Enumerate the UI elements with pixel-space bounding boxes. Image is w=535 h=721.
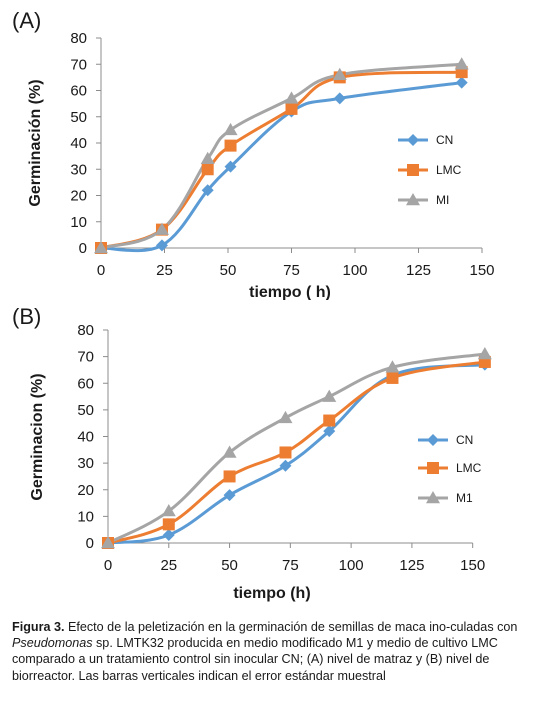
x-tick-label-a: 50: [220, 262, 237, 279]
y-tick-label-a: 70: [70, 56, 87, 73]
x-axis-label-a: tiempo ( h): [249, 284, 331, 300]
y-tick-label-b: 60: [77, 375, 94, 392]
data-point-b-m1: [161, 504, 176, 517]
x-tick-label-b: 125: [399, 557, 424, 574]
legend-label-b-lmc: LMC: [456, 461, 482, 475]
data-point-b-lmc: [279, 446, 292, 459]
y-tick-label-b: 20: [77, 482, 94, 499]
y-tick-label-b: 30: [77, 455, 94, 472]
data-point-a-mi: [94, 241, 108, 254]
x-tick-label-a: 75: [283, 262, 300, 279]
data-point-a-mi: [154, 222, 169, 235]
caption-text-1: Efecto de la peletización en la germinac…: [64, 620, 518, 634]
x-tick-label-b: 25: [160, 557, 177, 574]
x-tick-label-b: 50: [221, 557, 238, 574]
series-line-a-lmc: [100, 70, 462, 250]
y-tick-label-b: 50: [77, 402, 94, 419]
x-axis-label-b: tiempo (h): [233, 585, 310, 602]
data-point-a-lmc: [285, 102, 298, 115]
data-point-b-m1: [385, 360, 400, 373]
x-tick-label-a: 100: [342, 262, 367, 279]
data-point-a-cn: [201, 184, 214, 197]
legend-label-b-cn: CN: [456, 433, 473, 447]
caption-italic: Pseudomonas: [12, 636, 93, 651]
legend-marker-a-mi: [406, 193, 420, 206]
legend-marker-a-lmc: [407, 164, 419, 176]
y-tick-label-b: 70: [77, 349, 94, 366]
y-tick-label-a: 50: [70, 109, 87, 126]
legend-marker-b-cn: [427, 434, 439, 446]
y-tick-label-a: 80: [70, 30, 87, 47]
data-point-b-m1: [322, 389, 337, 402]
x-tick-label-b: 150: [460, 557, 485, 574]
chart-a-svg: (A) 0 10 20 30 40 50 60 70 80 0 25 50 75 100 125 150 tiem…: [12, 8, 495, 300]
y-tick-label-a: 0: [79, 240, 87, 257]
y-tick-label-b: 80: [77, 322, 94, 339]
data-point-b-lmc: [223, 470, 236, 483]
legend-label-a-mi: MI: [436, 193, 449, 207]
data-point-b-lmc: [323, 414, 336, 427]
data-point-b-cn: [162, 529, 175, 542]
caption-text-2: sp. LMTK32 producida en medio modificado…: [12, 636, 498, 683]
data-point-b-cn: [223, 489, 236, 502]
y-tick-label-b: 0: [86, 535, 94, 552]
y-tick-label-b: 40: [77, 429, 94, 446]
panel-label-a: (A): [12, 8, 41, 33]
caption-label: Figura 3.: [12, 620, 65, 634]
data-point-a-cn: [155, 239, 168, 252]
y-tick-label-a: 20: [70, 188, 87, 205]
legend-marker-b-lmc: [427, 462, 439, 474]
data-point-b-cn: [323, 425, 336, 438]
data-point-a-lmc: [201, 163, 214, 176]
legend-label-b-m1: M1: [456, 491, 473, 505]
data-point-a-mi: [454, 57, 469, 70]
x-tick-label-b: 100: [339, 557, 364, 574]
data-point-b-m1: [477, 346, 492, 360]
chart-panel-b: (B) 0 10 20 30 40 50 60 70 80 0 25 50 75 100 125 150 tiem…: [0, 300, 535, 608]
data-point-a-mi: [284, 91, 299, 104]
y-tick-label-a: 60: [70, 83, 87, 100]
data-point-a-mi: [223, 122, 238, 136]
panel-label-b: (B): [12, 304, 41, 329]
x-tick-label-a: 25: [156, 262, 173, 279]
y-tick-label-a: 40: [70, 135, 87, 152]
y-tick-label-a: 10: [70, 214, 87, 231]
chart-b-svg: (B) 0 10 20 30 40 50 60 70 80 0 25 50 75 100 125 150 tiem…: [12, 304, 492, 602]
data-point-b-m1: [101, 536, 115, 549]
legend-label-a-lmc: LMC: [436, 163, 462, 177]
data-point-b-cn: [279, 459, 292, 472]
legend-marker-a-cn: [407, 134, 419, 146]
data-point-a-cn: [224, 160, 237, 173]
data-point-b-m1: [222, 445, 237, 458]
x-tick-label-a: 150: [469, 262, 494, 279]
data-point-a-lmc: [224, 139, 237, 152]
data-point-b-lmc: [386, 371, 399, 384]
data-point-a-mi: [200, 151, 215, 164]
legend-label-a-cn: CN: [436, 133, 453, 147]
y-axis-label-b: Germinacion (%): [29, 373, 46, 500]
y-axis-label-a: Germinación (%): [27, 79, 44, 206]
figure-caption: Figura 3. Efecto de la peletización en l…: [12, 619, 527, 684]
data-point-a-mi: [332, 67, 347, 80]
legend-marker-b-m1: [426, 491, 440, 504]
series-line-a-mi: [100, 62, 462, 250]
x-tick-label-b: 0: [104, 557, 112, 574]
x-tick-label-a: 0: [97, 262, 105, 279]
data-point-a-cn: [455, 76, 468, 89]
chart-panel-a: (A) 0 10 20 30 40 50 60 70 80 0 25 50 75 100 125 150 tiem…: [0, 0, 535, 300]
data-point-b-m1: [278, 410, 293, 424]
x-tick-label-a: 125: [406, 262, 431, 279]
y-tick-label-a: 30: [70, 161, 87, 178]
data-point-b-lmc: [162, 518, 175, 531]
y-tick-label-b: 10: [77, 508, 94, 525]
x-tick-label-b: 75: [282, 557, 299, 574]
data-point-a-cn: [333, 92, 346, 105]
